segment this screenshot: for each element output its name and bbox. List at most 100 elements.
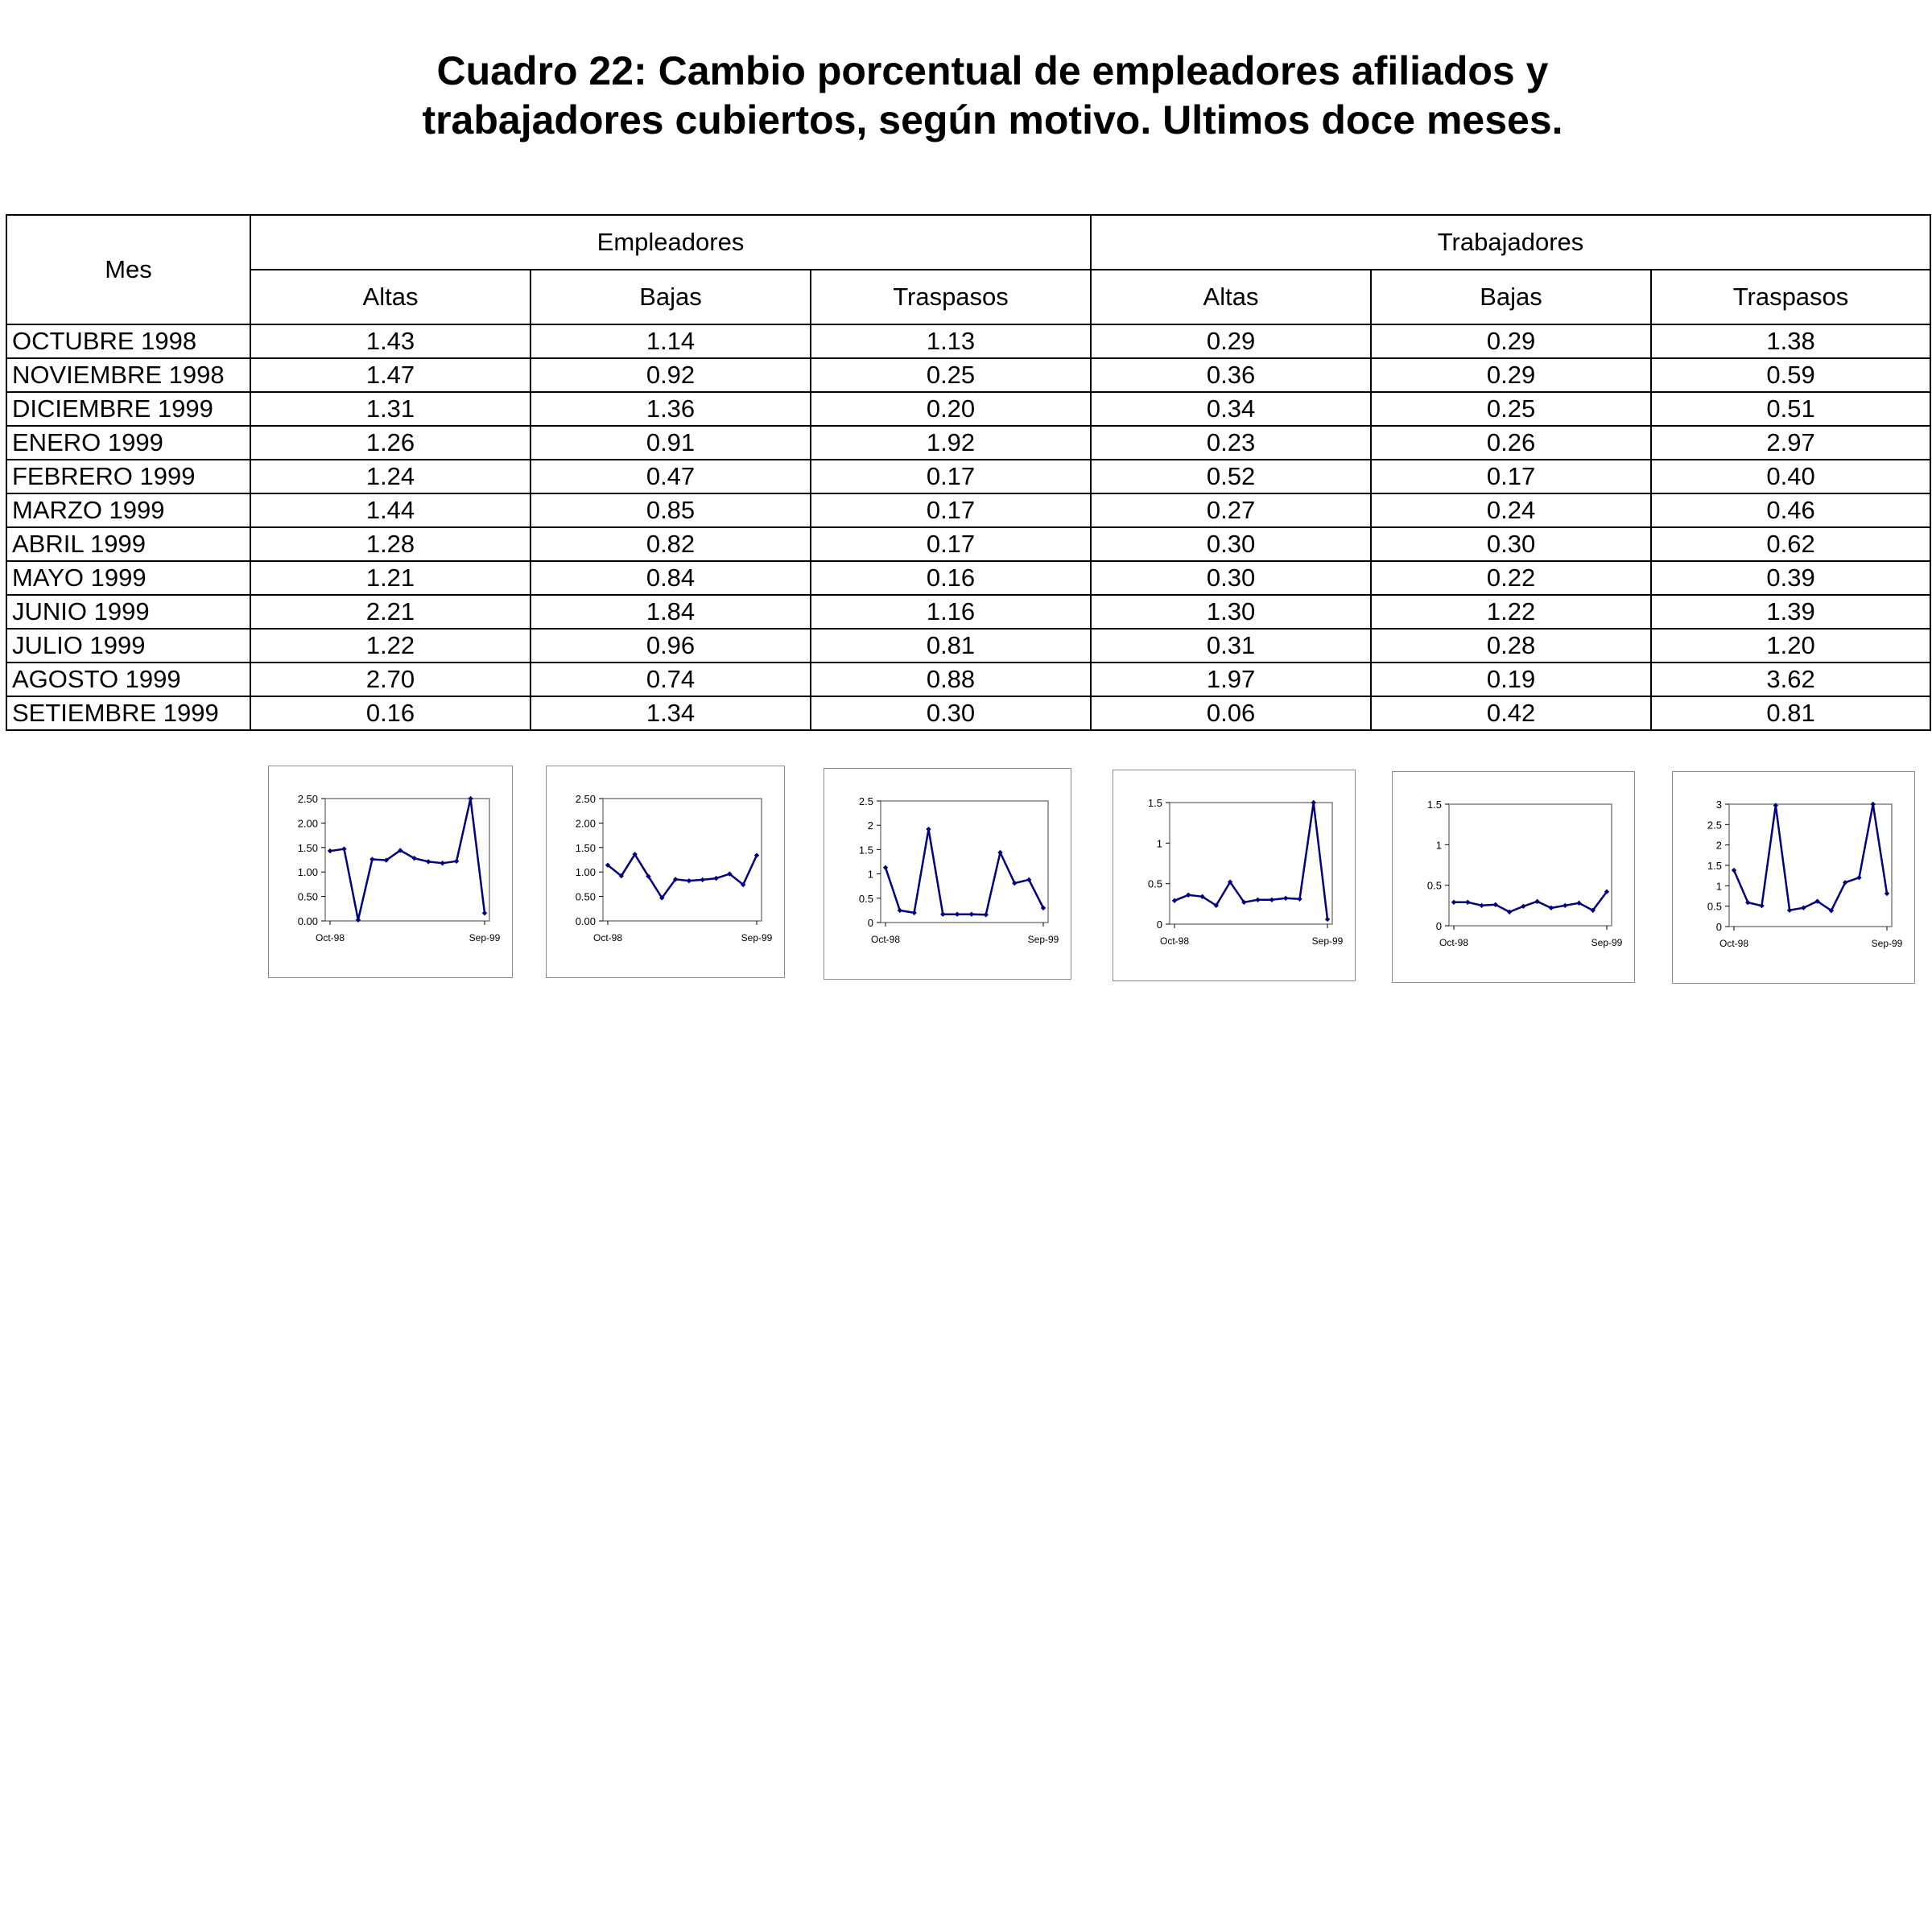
cell-trabajadores-traspasos: 1.38 — [1650, 324, 1932, 359]
data-table: Mes Empleadores Trabajadores Altas Bajas… — [6, 214, 1932, 731]
cell-trabajadores-altas: 0.23 — [1090, 425, 1373, 460]
table-row: JULIO 1999 1.22 0.96 0.81 0.31 0.28 1.20 — [6, 628, 1932, 663]
cell-empleadores-bajas: 1.36 — [530, 391, 811, 427]
table-row: MAYO 1999 1.21 0.84 0.16 0.30 0.22 0.39 — [6, 560, 1932, 596]
col-header-trabajadores-bajas: Bajas — [1370, 269, 1653, 325]
x-tick-label: Oct-98 — [1160, 935, 1189, 947]
data-point — [1297, 896, 1302, 902]
data-point — [1856, 875, 1862, 881]
title-line-1: Cuadro 22: Cambio porcentual de empleado… — [436, 48, 1549, 93]
cell-trabajadores-altas: 0.30 — [1090, 560, 1373, 596]
cell-empleadores-traspasos: 0.25 — [809, 357, 1092, 393]
cell-empleadores-traspasos: 1.92 — [809, 425, 1092, 460]
y-tick-label: 1.00 — [298, 866, 318, 878]
cell-trabajadores-bajas: 0.24 — [1370, 493, 1653, 528]
cell-empleadores-traspasos: 0.81 — [809, 628, 1092, 663]
cell-empleadores-bajas: 0.91 — [530, 425, 811, 460]
data-point — [1311, 799, 1316, 806]
cell-trabajadores-bajas: 0.30 — [1370, 526, 1653, 562]
data-point — [1870, 801, 1876, 807]
data-point — [1451, 899, 1457, 906]
cell-empleadores-altas: 1.44 — [250, 493, 531, 528]
data-point — [1465, 899, 1471, 906]
cell-empleadores-traspasos: 0.16 — [809, 560, 1092, 596]
table-row: DICIEMBRE 1999 1.31 1.36 0.20 0.34 0.25 0.51 — [6, 391, 1932, 427]
plot-area — [1169, 802, 1333, 925]
cell-empleadores-altas: 0.16 — [250, 696, 531, 731]
data-point — [686, 877, 692, 884]
y-tick-label: 1.50 — [298, 842, 318, 854]
col-header-empleadores-bajas: Bajas — [530, 269, 811, 325]
cell-trabajadores-bajas: 0.29 — [1370, 357, 1653, 393]
trabajadores-header: Trabajadores — [1090, 214, 1932, 270]
cell-trabajadores-altas: 0.31 — [1090, 628, 1373, 663]
y-tick-label: 0 — [1436, 920, 1442, 932]
cell-trabajadores-traspasos: 1.39 — [1650, 594, 1932, 630]
cell-trabajadores-altas: 0.36 — [1090, 357, 1373, 393]
cell-trabajadores-altas: 0.34 — [1090, 391, 1373, 427]
y-tick-label: 1 — [1436, 839, 1442, 851]
x-tick-label: Sep-99 — [741, 932, 773, 943]
cell-trabajadores-bajas: 0.17 — [1370, 459, 1653, 494]
cell-empleadores-altas: 1.26 — [250, 425, 531, 460]
row-mes-label: DICIEMBRE 1999 — [6, 391, 251, 427]
cell-trabajadores-traspasos: 2.97 — [1650, 425, 1932, 460]
cell-trabajadores-bajas: 0.22 — [1370, 560, 1653, 596]
cell-trabajadores-bajas: 0.29 — [1370, 324, 1653, 359]
plot-area — [324, 798, 490, 922]
y-tick-label: 0 — [1716, 921, 1722, 933]
cell-empleadores-altas: 2.21 — [250, 594, 531, 630]
cell-empleadores-bajas: 0.82 — [530, 526, 811, 562]
data-point — [605, 862, 611, 868]
cell-trabajadores-altas: 0.52 — [1090, 459, 1373, 494]
data-point — [968, 911, 975, 917]
data-point — [954, 911, 960, 917]
data-point — [1479, 902, 1484, 909]
cell-empleadores-altas: 1.24 — [250, 459, 531, 494]
chart-trabajadores-traspasos: 0 0.5 1 1.5 2 2.5 3 Oct-98 Sep-99 — [1672, 771, 1915, 984]
data-point — [440, 861, 445, 866]
row-mes-label: SETIEMBRE 1999 — [6, 696, 251, 731]
cell-trabajadores-altas: 0.30 — [1090, 526, 1373, 562]
data-point — [700, 877, 705, 883]
cell-trabajadores-bajas: 1.22 — [1370, 594, 1653, 630]
cell-empleadores-altas: 1.28 — [250, 526, 531, 562]
cell-empleadores-traspasos: 0.30 — [809, 696, 1092, 731]
data-point — [1814, 898, 1820, 904]
x-tick-label: Oct-98 — [316, 932, 345, 943]
y-tick-label: 2.50 — [298, 793, 318, 805]
y-tick-label: 2.5 — [859, 795, 873, 807]
data-point — [1324, 916, 1331, 923]
cell-empleadores-bajas: 0.84 — [530, 560, 811, 596]
cell-empleadores-traspasos: 0.20 — [809, 391, 1092, 427]
data-point — [1282, 895, 1289, 901]
series-line — [1174, 802, 1329, 920]
row-mes-label: FEBRERO 1999 — [6, 459, 251, 494]
y-tick-label: 2.50 — [576, 793, 596, 805]
data-point — [1801, 905, 1806, 910]
cell-empleadores-altas: 1.22 — [250, 628, 531, 663]
data-point — [425, 859, 431, 865]
y-tick-label: 0.5 — [1707, 901, 1722, 913]
y-tick-label: 0.5 — [1148, 878, 1162, 890]
data-point — [398, 848, 403, 853]
cell-trabajadores-altas: 1.30 — [1090, 594, 1373, 630]
cell-empleadores-bajas: 0.92 — [530, 357, 811, 393]
cell-empleadores-traspasos: 0.17 — [809, 493, 1092, 528]
y-tick-label: 1.50 — [576, 842, 596, 854]
cell-trabajadores-traspasos: 0.40 — [1650, 459, 1932, 494]
table-row: ENERO 1999 1.26 0.91 1.92 0.23 0.26 2.97 — [6, 425, 1932, 460]
row-mes-label: AGOSTO 1999 — [6, 662, 251, 697]
data-point — [453, 858, 460, 865]
mes-header: Mes — [6, 214, 251, 325]
y-tick-label: 0 — [1157, 919, 1162, 931]
cell-empleadores-altas: 1.21 — [250, 560, 531, 596]
cell-trabajadores-bajas: 0.28 — [1370, 628, 1653, 663]
x-tick-label: Sep-99 — [1872, 938, 1903, 949]
x-tick-label: Sep-99 — [1591, 937, 1623, 948]
x-tick-label: Sep-99 — [1028, 934, 1059, 945]
cell-empleadores-bajas: 1.84 — [530, 594, 811, 630]
row-mes-label: JULIO 1999 — [6, 628, 251, 663]
cell-trabajadores-altas: 0.06 — [1090, 696, 1373, 731]
plot-area — [1728, 803, 1893, 927]
